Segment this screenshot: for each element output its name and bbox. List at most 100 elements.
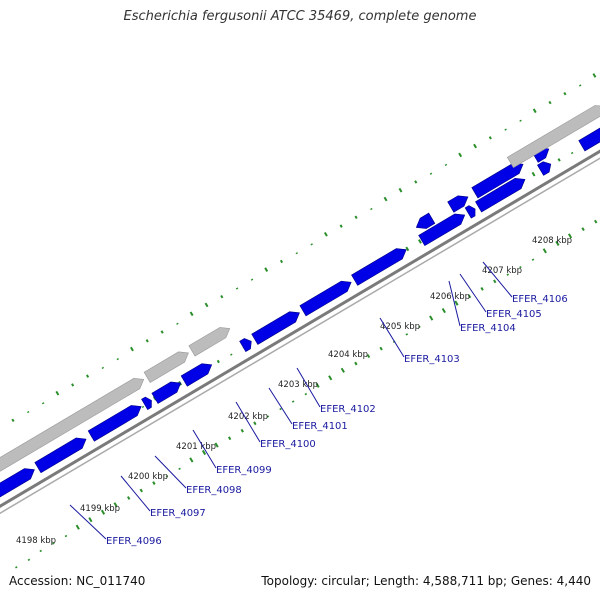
- gc-skew-mark: [178, 467, 181, 471]
- gc-skew-mark: [429, 315, 434, 321]
- gene-label: EFER_4100: [260, 439, 316, 450]
- gc-skew-mark: [116, 357, 119, 361]
- gene-arrow: [141, 396, 152, 411]
- gc-skew-mark: [189, 457, 194, 463]
- kbp-tick-label: 4203 kbp: [278, 380, 318, 390]
- gene-label: EFER_4103: [404, 354, 460, 365]
- accession-text: Accession: NC_011740: [9, 574, 146, 588]
- gc-skew-mark: [519, 265, 522, 269]
- gc-skew-mark: [75, 524, 80, 530]
- gc-skew-mark: [235, 287, 239, 290]
- genome-summary-text: Topology: circular; Length: 4,588,711 bp…: [261, 574, 591, 588]
- gc-skew-mark: [101, 366, 105, 370]
- gene-label: EFER_4096: [106, 536, 162, 547]
- kbp-tick-label: 4200 kbp: [128, 472, 168, 482]
- gc-skew-mark: [548, 100, 552, 105]
- gc-skew-mark: [418, 325, 421, 329]
- gene-label: EFER_4098: [186, 485, 242, 496]
- gc-skew-mark: [141, 405, 145, 409]
- map-title: Escherichia fergusonii ATCC 35469, compl…: [123, 9, 477, 24]
- gc-skew-mark: [227, 436, 232, 441]
- gc-skew-mark: [383, 196, 388, 202]
- gc-skew-mark: [304, 392, 308, 396]
- gc-skew-mark: [578, 84, 582, 87]
- gene-arrow: [251, 311, 300, 345]
- gene-track: [0, 105, 600, 498]
- gc-skew-mark: [581, 227, 585, 232]
- gene-label-leader: [379, 317, 405, 358]
- gene-arrow: [299, 280, 352, 317]
- gene-arrow: [87, 405, 142, 442]
- gene-label: EFER_4105: [486, 309, 542, 320]
- gene-arrow: [34, 437, 87, 474]
- gc-skew-mark: [405, 246, 410, 252]
- gene-arrow: [0, 468, 35, 498]
- gc-skew-mark: [145, 339, 149, 343]
- gc-skew-mark: [519, 119, 522, 122]
- gc-skew-mark: [85, 374, 90, 378]
- gc-skew-mark: [52, 542, 55, 545]
- gc-skew-mark: [379, 346, 383, 351]
- gc-skew-mark: [27, 558, 31, 562]
- gc-skew-mark: [398, 187, 403, 193]
- gc-skew-mark: [264, 267, 269, 272]
- gc-skew-mark: [310, 243, 313, 246]
- gc-skew-mark: [204, 302, 209, 308]
- gc-skew-mark: [250, 278, 254, 281]
- gc-skew-mark: [176, 322, 179, 325]
- gc-skew-mark: [366, 354, 371, 358]
- gc-skew-mark: [160, 330, 164, 334]
- pseudogene-bar: [143, 351, 189, 383]
- pseudogene-bar: [188, 327, 231, 357]
- gene-arrow: [239, 338, 252, 352]
- gene-label: EFER_4104: [460, 323, 516, 334]
- gc-skew-mark: [220, 294, 224, 299]
- gene-label: EFER_4102: [320, 404, 376, 415]
- gc-skew-mark: [504, 128, 507, 131]
- gc-skew-mark: [441, 308, 446, 314]
- gene-label-leader: [192, 429, 217, 469]
- gene-label-leader: [235, 401, 261, 443]
- gc-skew-mark: [405, 333, 409, 336]
- pseudogene-bar: [0, 378, 145, 472]
- gene-label-leader: [296, 367, 321, 408]
- gc-skew-mark: [563, 91, 567, 96]
- gene-arrow: [415, 212, 436, 229]
- gc-skew-mark: [454, 300, 459, 306]
- gc-skew-mark: [555, 240, 560, 246]
- kbp-tick-label: 4199 kbp: [80, 504, 120, 514]
- kbp-tick-label: 4198 kbp: [16, 536, 56, 546]
- gc-skew-mark: [340, 367, 345, 373]
- gc-skew-mark: [480, 286, 484, 291]
- gc-skew-mark: [458, 152, 463, 158]
- gc-skew-mark: [532, 108, 537, 114]
- gc-skew-mark: [542, 248, 547, 254]
- gc-skew-mark: [88, 517, 93, 523]
- gene-label-leader: [120, 475, 151, 512]
- gc-skew-mark: [279, 407, 282, 411]
- gc-skew-mark: [531, 258, 535, 261]
- gc-skew-mark: [493, 279, 497, 284]
- gc-skew-mark: [11, 418, 15, 422]
- gc-skew-mark: [240, 428, 244, 433]
- gc-skew-mark: [64, 534, 68, 538]
- gene-label: EFER_4097: [150, 508, 206, 519]
- gene-labels: EFER_4096 EFER_4097 EFER_4098 EFER_4099 EFER…: [69, 261, 568, 547]
- gc-skew-mark: [531, 171, 536, 177]
- gene-arrow: [351, 248, 407, 286]
- gene-arrow: [180, 363, 213, 387]
- gc-skew-mark: [253, 421, 257, 426]
- gc-skew-mark: [216, 359, 220, 364]
- gene-label: EFER_4099: [216, 465, 272, 476]
- pseudogene-bar: [506, 105, 600, 169]
- backbone-line: [0, 157, 600, 515]
- gc-skew-mark: [27, 410, 30, 414]
- gc-skew-mark: [295, 252, 298, 255]
- kbp-tick-label: 4205 kbp: [380, 322, 420, 332]
- gc-skew-mark: [41, 402, 45, 405]
- gc-skew-mark: [126, 496, 131, 500]
- gene-arrow: [464, 205, 476, 219]
- gene-label-leader: [482, 261, 513, 298]
- kbp-tick-label: 4201 kbp: [176, 442, 216, 452]
- gc-skew-mark: [328, 375, 333, 381]
